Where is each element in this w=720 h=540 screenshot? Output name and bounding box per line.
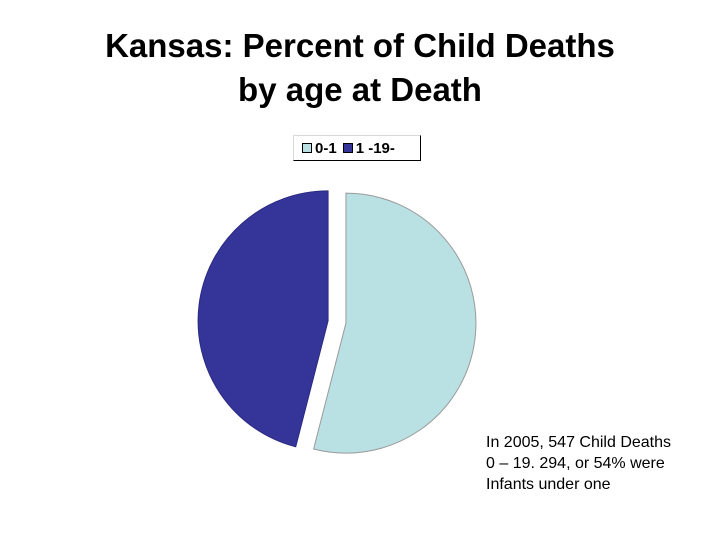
summary-note-line-3: Infants under one: [486, 476, 611, 493]
chart-legend: 0-1 1 -19-: [293, 135, 421, 161]
chart-title-line-2: by age at Death: [238, 71, 482, 108]
summary-note-line-2: 0 – 19. 294, or 54% were: [486, 455, 665, 472]
pie-slice-1-19: [197, 190, 329, 448]
legend-item-1-19: 1 -19-: [342, 139, 395, 157]
legend-swatch-0-1: [302, 143, 312, 153]
legend-item-0-1: 0-1: [302, 140, 337, 157]
chart-title: Kansas: Percent of Child Deaths by age a…: [60, 24, 660, 112]
legend-swatch-1-19: [342, 143, 353, 153]
pie-slice-0-1: [312, 192, 477, 454]
summary-note-line-1: In 2005, 547 Child Deaths: [486, 434, 672, 451]
legend-label-1-19: 1 -19-: [355, 139, 395, 157]
chart-title-line-1: Kansas: Percent of Child Deaths: [105, 27, 615, 64]
summary-note: In 2005, 547 Child Deaths 0 – 19. 294, o…: [486, 432, 716, 495]
legend-label-0-1: 0-1: [315, 139, 337, 157]
